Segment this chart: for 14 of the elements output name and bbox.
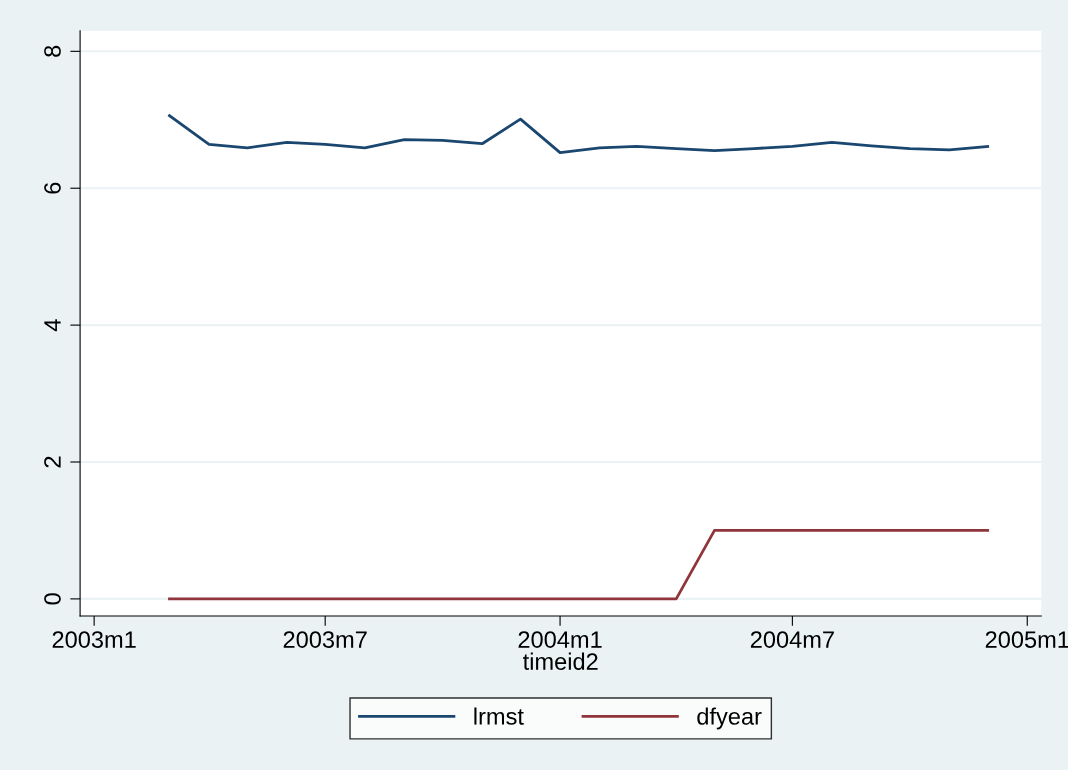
legend-label: dfyear xyxy=(697,707,762,730)
x-tick-label: 2003m7 xyxy=(283,631,367,648)
legend-label: lrmst xyxy=(474,707,524,725)
x-tick-label: 2003m1 xyxy=(52,631,136,648)
y-tick-label: 2 xyxy=(44,456,61,468)
x-axis-title: timeid2 xyxy=(523,652,598,670)
x-tick-label: 2004m1 xyxy=(518,631,602,648)
x-tick-label: 2005m1 xyxy=(985,631,1068,648)
y-tick-label: 6 xyxy=(44,182,61,194)
x-tick-label: 2004m7 xyxy=(750,631,834,648)
line-series xyxy=(168,114,990,155)
y-tick-label: 0 xyxy=(44,593,61,605)
y-tick-label: 8 xyxy=(44,45,61,57)
y-tick-label: 4 xyxy=(44,319,61,332)
